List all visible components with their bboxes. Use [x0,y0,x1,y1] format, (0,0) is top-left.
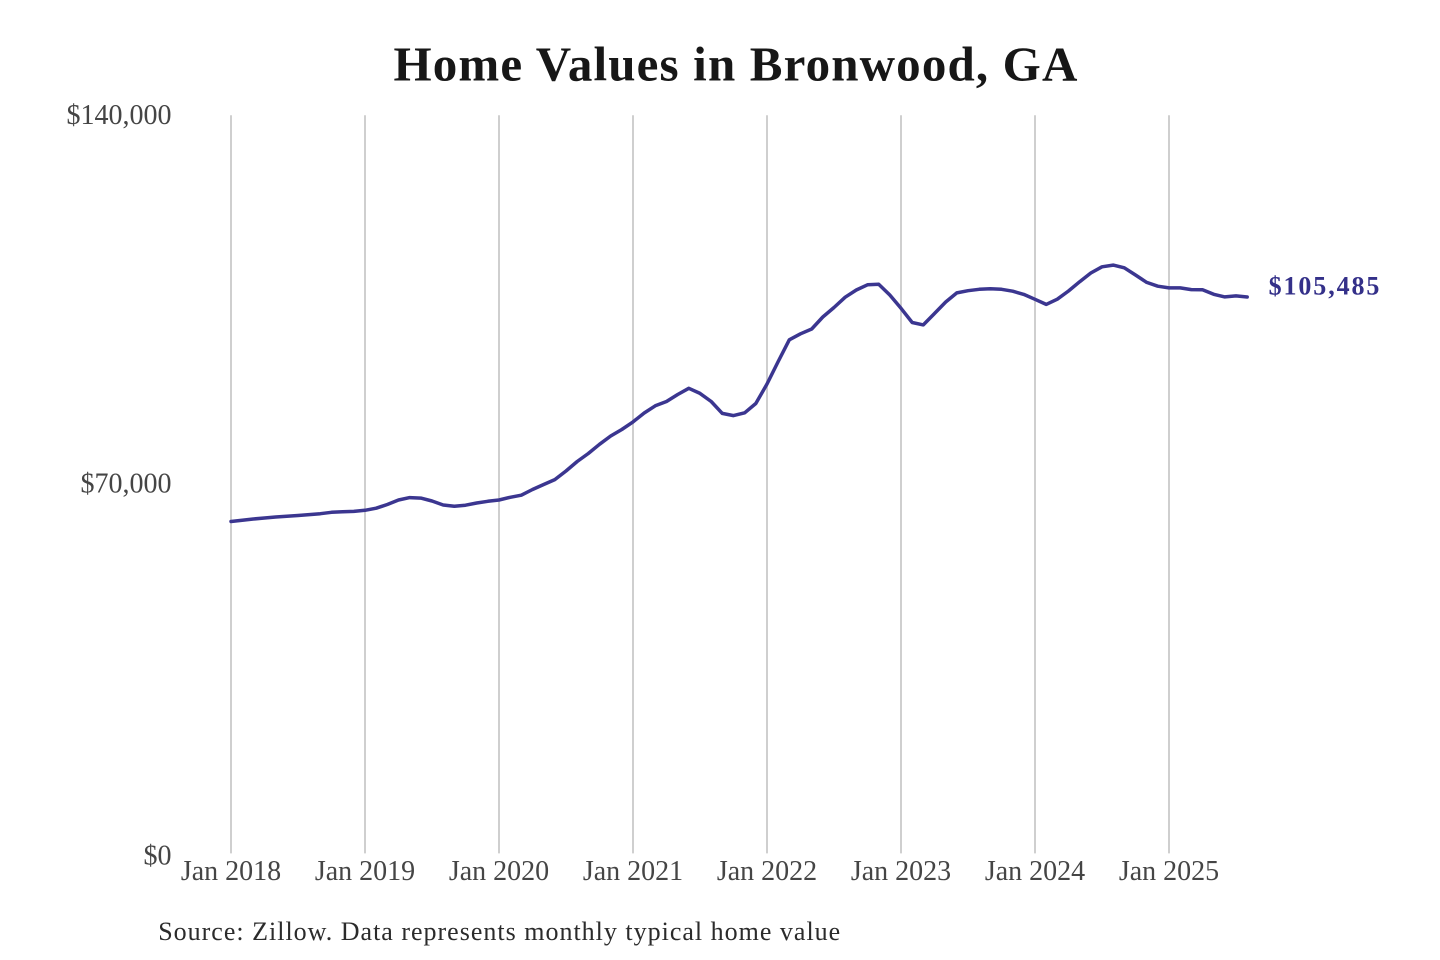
svg-text:Jan 2020: Jan 2020 [449,856,549,887]
svg-text:Source: Zillow. Data represent: Source: Zillow. Data represents monthly … [158,917,841,946]
svg-text:$105,485: $105,485 [1269,271,1382,300]
svg-text:$70,000: $70,000 [81,469,172,500]
svg-text:Jan 2019: Jan 2019 [315,856,415,887]
svg-text:Jan 2024: Jan 2024 [985,856,1085,887]
svg-text:Home Values in Bronwood, GA: Home Values in Bronwood, GA [394,37,1079,92]
svg-text:$140,000: $140,000 [67,100,172,131]
svg-text:Jan 2023: Jan 2023 [851,856,951,887]
svg-text:$0: $0 [144,840,172,871]
svg-text:Jan 2018: Jan 2018 [181,856,281,887]
svg-text:Jan 2021: Jan 2021 [583,856,683,887]
svg-text:Jan 2025: Jan 2025 [1119,856,1219,887]
svg-text:Jan 2022: Jan 2022 [717,856,817,887]
